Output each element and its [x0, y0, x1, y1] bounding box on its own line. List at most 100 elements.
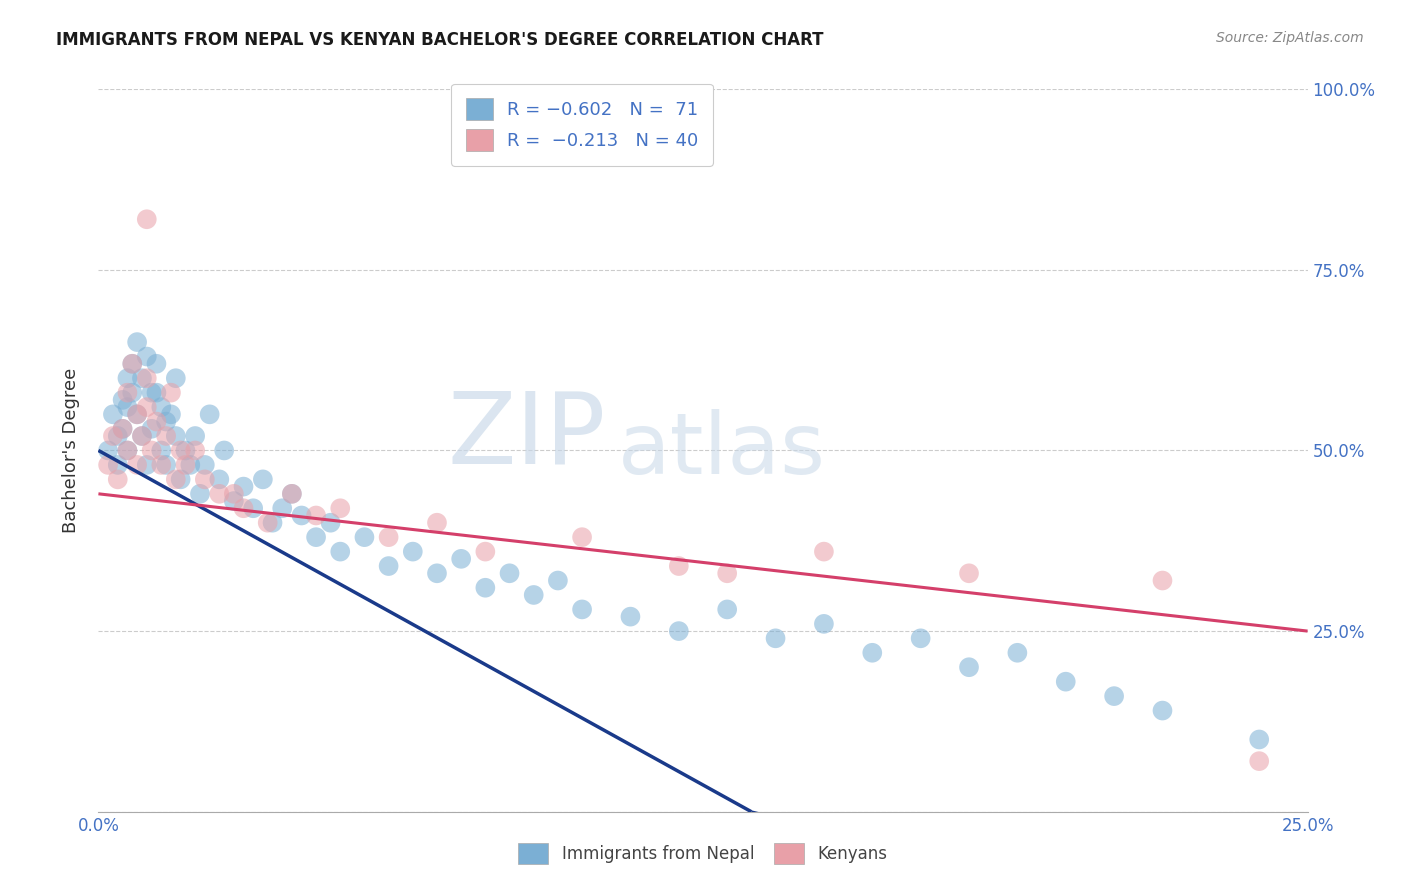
Point [813, 544, 835, 558]
Point [101, 407, 124, 421]
Point [1007, 646, 1029, 660]
Point [155, 458, 177, 472]
Point [474, 581, 496, 595]
Point [957, 660, 980, 674]
Point [117, 443, 139, 458]
Point [155, 429, 177, 443]
Text: atlas: atlas [619, 409, 827, 492]
Point [111, 422, 134, 436]
Point [813, 616, 835, 631]
Point [290, 508, 312, 523]
Point [131, 429, 153, 443]
Point [127, 334, 149, 349]
Point [145, 415, 167, 429]
Point [127, 458, 149, 472]
Point [402, 544, 425, 558]
Point [523, 588, 546, 602]
Point [150, 400, 173, 414]
Point [160, 385, 183, 400]
Point [252, 472, 274, 486]
Point [860, 646, 883, 660]
Text: Source: ZipAtlas.com: Source: ZipAtlas.com [1216, 31, 1364, 45]
Point [547, 574, 569, 588]
Point [174, 443, 197, 458]
Point [174, 458, 197, 472]
Point [107, 472, 129, 486]
Point [194, 458, 217, 472]
Point [426, 516, 449, 530]
Point [127, 407, 149, 421]
Point [1152, 704, 1174, 718]
Point [319, 516, 342, 530]
Point [155, 415, 177, 429]
Point [1102, 689, 1125, 703]
Text: IMMIGRANTS FROM NEPAL VS KENYAN BACHELOR'S DEGREE CORRELATION CHART: IMMIGRANTS FROM NEPAL VS KENYAN BACHELOR… [56, 31, 824, 49]
Point [305, 530, 328, 544]
Point [145, 357, 167, 371]
Point [208, 472, 231, 486]
Point [169, 472, 191, 486]
Point [426, 566, 449, 581]
Point [450, 551, 472, 566]
Point [1249, 732, 1271, 747]
Point [160, 407, 183, 421]
Point [117, 371, 139, 385]
Point [169, 443, 191, 458]
Point [165, 429, 187, 443]
Point [716, 602, 738, 616]
Point [281, 487, 304, 501]
Point [165, 371, 187, 385]
Point [101, 429, 124, 443]
Point [1152, 574, 1174, 588]
Point [141, 422, 163, 436]
Point [619, 609, 641, 624]
Point [131, 371, 153, 385]
Point [1249, 754, 1271, 768]
Point [117, 400, 139, 414]
Point [353, 530, 375, 544]
Legend: Immigrants from Nepal, Kenyans: Immigrants from Nepal, Kenyans [512, 837, 894, 871]
Point [281, 487, 304, 501]
Point [127, 407, 149, 421]
Point [97, 458, 120, 472]
Point [329, 501, 352, 516]
Point [184, 443, 207, 458]
Point [571, 530, 593, 544]
Point [111, 392, 134, 407]
Point [957, 566, 980, 581]
Point [377, 559, 399, 574]
Point [198, 407, 221, 421]
Point [135, 400, 157, 414]
Point [117, 443, 139, 458]
Point [150, 443, 173, 458]
Point [668, 559, 690, 574]
Point [131, 429, 153, 443]
Point [135, 458, 157, 472]
Y-axis label: Bachelor's Degree: Bachelor's Degree [62, 368, 80, 533]
Point [145, 385, 167, 400]
Point [222, 487, 245, 501]
Point [765, 632, 787, 646]
Point [97, 443, 120, 458]
Point [571, 602, 593, 616]
Point [474, 544, 496, 558]
Point [329, 544, 352, 558]
Point [135, 350, 157, 364]
Point [135, 212, 157, 227]
Point [141, 385, 163, 400]
Point [498, 566, 520, 581]
Point [194, 472, 217, 486]
Point [262, 516, 284, 530]
Point [179, 458, 201, 472]
Point [111, 422, 134, 436]
Point [141, 443, 163, 458]
Point [208, 487, 231, 501]
Point [212, 443, 235, 458]
Point [184, 429, 207, 443]
Point [107, 429, 129, 443]
Point [377, 530, 399, 544]
Point [222, 494, 245, 508]
Point [716, 566, 738, 581]
Point [150, 458, 173, 472]
Point [117, 385, 139, 400]
